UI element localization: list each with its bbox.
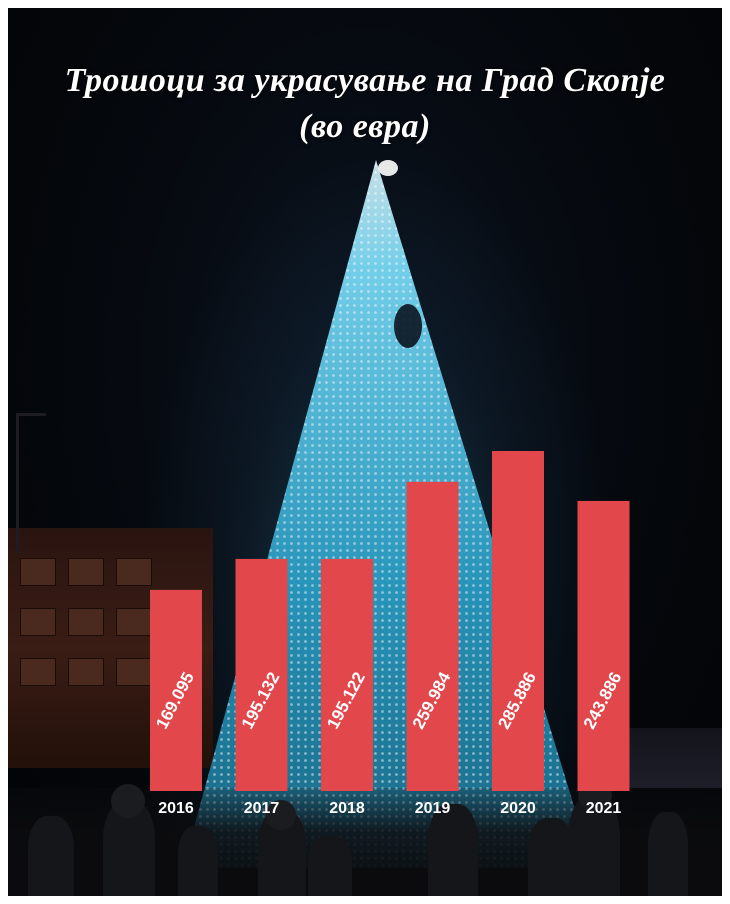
x-tick-label-2019: 2019 bbox=[415, 800, 451, 817]
x-tick-label-2018: 2018 bbox=[329, 800, 365, 817]
crowd-silhouettes bbox=[8, 778, 722, 896]
bar-2017 bbox=[235, 558, 288, 791]
street-lamp-arm bbox=[16, 413, 46, 416]
bar-2021 bbox=[577, 500, 630, 791]
bar-chart: 169.0952016195.1322017195.1222018259.984… bbox=[150, 451, 630, 817]
chart-background-photo: Трошоци за украсување на Град Скопје (во… bbox=[8, 8, 722, 896]
x-tick-label-2020: 2020 bbox=[500, 800, 536, 817]
street-lamp-pole bbox=[16, 413, 19, 553]
chart-title-line-2: (во евра) bbox=[299, 108, 431, 145]
chart-title-line-1: Трошоци за украсување на Град Скопје bbox=[64, 62, 666, 99]
x-tick-label-2016: 2016 bbox=[158, 800, 194, 817]
x-tick-label-2017: 2017 bbox=[244, 800, 280, 817]
right-building bbox=[612, 728, 722, 788]
chart-title: Трошоци за украсување на Град Скопје (во… bbox=[8, 58, 722, 150]
x-tick-label-2021: 2021 bbox=[586, 800, 622, 817]
bar-2016 bbox=[150, 589, 202, 791]
bar-2019 bbox=[406, 481, 459, 791]
bar-2018 bbox=[321, 558, 373, 791]
bar-2020 bbox=[492, 451, 544, 791]
